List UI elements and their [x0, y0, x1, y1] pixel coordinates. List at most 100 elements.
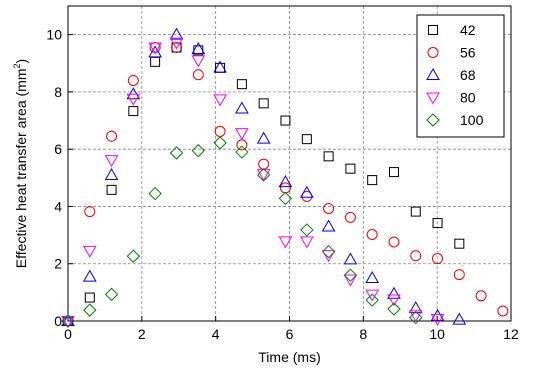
data-point-100 [409, 310, 423, 325]
data-point-56 [279, 182, 291, 194]
data-point-56 [388, 236, 400, 248]
data-point-56 [410, 250, 422, 262]
data-point-80 [235, 128, 249, 141]
legend-label-56: 56 [460, 45, 476, 61]
data-point-68 [148, 45, 162, 58]
data-point-100 [387, 302, 401, 316]
x-tick-label: 2 [138, 326, 146, 342]
x-tick-label: 10 [429, 326, 445, 342]
y-axis-label-main: Effective heat transfer area (mm [13, 68, 29, 268]
data-point-100 [235, 145, 249, 159]
data-point-68 [169, 27, 184, 40]
legend-box [416, 14, 505, 138]
y-tick-label: 2 [54, 256, 62, 272]
data-point-80 [343, 274, 358, 287]
data-point-68 [82, 269, 97, 282]
x-tick-label: 4 [212, 326, 220, 342]
y-tick-label: 6 [54, 141, 62, 157]
data-point-68 [408, 301, 423, 314]
data-point-42 [171, 42, 182, 53]
data-point-68 [126, 87, 141, 100]
data-point-100 [104, 287, 119, 302]
data-point-42 [301, 134, 312, 145]
data-point-42 [258, 98, 269, 109]
y-tick-label: 10 [46, 27, 62, 43]
x-tick-label: 12 [503, 326, 519, 342]
x-axis-label: Time (ms) [258, 349, 320, 365]
legend-label-68: 68 [460, 67, 476, 83]
x-tick-label: 6 [286, 326, 294, 342]
data-point-68 [387, 286, 401, 299]
data-point-56 [192, 69, 204, 81]
data-point-100 [126, 249, 141, 263]
data-point-42 [150, 56, 161, 67]
data-point-80 [278, 236, 293, 249]
data-point-80 [299, 236, 314, 249]
legend: 42 56 68 80 100 [416, 14, 505, 138]
y-tick-label: 0 [54, 313, 62, 329]
data-point-68 [452, 312, 467, 325]
data-point-42 [410, 206, 421, 217]
data-point-100 [300, 223, 314, 237]
data-point-68 [61, 313, 75, 326]
data-point-56 [344, 211, 356, 223]
data-point-68 [256, 131, 271, 144]
data-point-42 [236, 79, 247, 90]
data-point-100 [169, 146, 184, 160]
data-point-42 [454, 238, 465, 249]
legend-marker-68 [426, 67, 440, 80]
data-point-42 [128, 106, 139, 117]
y-axis-label-close: ) [13, 59, 29, 64]
grid-lines [68, 6, 511, 321]
data-point-68 [365, 271, 380, 284]
data-point-80 [82, 245, 97, 258]
data-point-42 [432, 218, 443, 229]
x-tick-label: 8 [359, 326, 367, 342]
data-point-68 [213, 60, 227, 73]
data-point-100 [365, 293, 379, 307]
data-point-80 [126, 93, 141, 106]
data-point-80 [408, 310, 423, 323]
data-point-68 [278, 175, 293, 188]
data-point-56 [258, 158, 270, 170]
data-point-80 [169, 37, 184, 50]
data-point-68 [104, 167, 119, 180]
data-point-42 [106, 184, 117, 195]
data-point-56 [214, 125, 226, 137]
data-point-100 [278, 191, 293, 206]
data-point-56 [323, 202, 335, 214]
data-point-68 [191, 41, 206, 54]
data-point-56 [475, 290, 487, 302]
data-point-100 [321, 244, 336, 259]
data-point-80 [256, 169, 271, 182]
data-point-100 [148, 186, 162, 201]
data-point-100 [213, 136, 227, 150]
data-point-68 [321, 219, 336, 232]
data-point-80 [213, 94, 227, 107]
y-axis-label: Effective heat transfer area (mm2) [12, 59, 29, 268]
data-point-42 [84, 292, 95, 303]
x-tick-label: 0 [64, 326, 72, 342]
data-point-42 [323, 151, 334, 162]
data-point-80 [430, 313, 445, 327]
data-point-56 [171, 42, 183, 54]
data-point-68 [299, 185, 314, 198]
data-point-80 [387, 294, 401, 307]
data-point-56 [84, 206, 96, 218]
data-point-56 [453, 269, 465, 281]
data-point-80 [191, 55, 206, 68]
legend-marker-56 [427, 47, 439, 58]
legend-marker-42 [428, 25, 438, 35]
data-point-100 [256, 168, 271, 182]
data-point-56 [236, 139, 248, 151]
data-point-42 [367, 175, 378, 186]
data-point-80 [104, 155, 119, 168]
data-point-100 [191, 143, 206, 158]
legend-marker-100 [426, 113, 440, 127]
data-point-56 [127, 74, 139, 86]
data-point-56 [432, 253, 444, 265]
y-tick-label: 4 [54, 198, 62, 214]
data-point-68 [343, 252, 358, 265]
y-axis-label-superscript: 2 [12, 63, 22, 68]
